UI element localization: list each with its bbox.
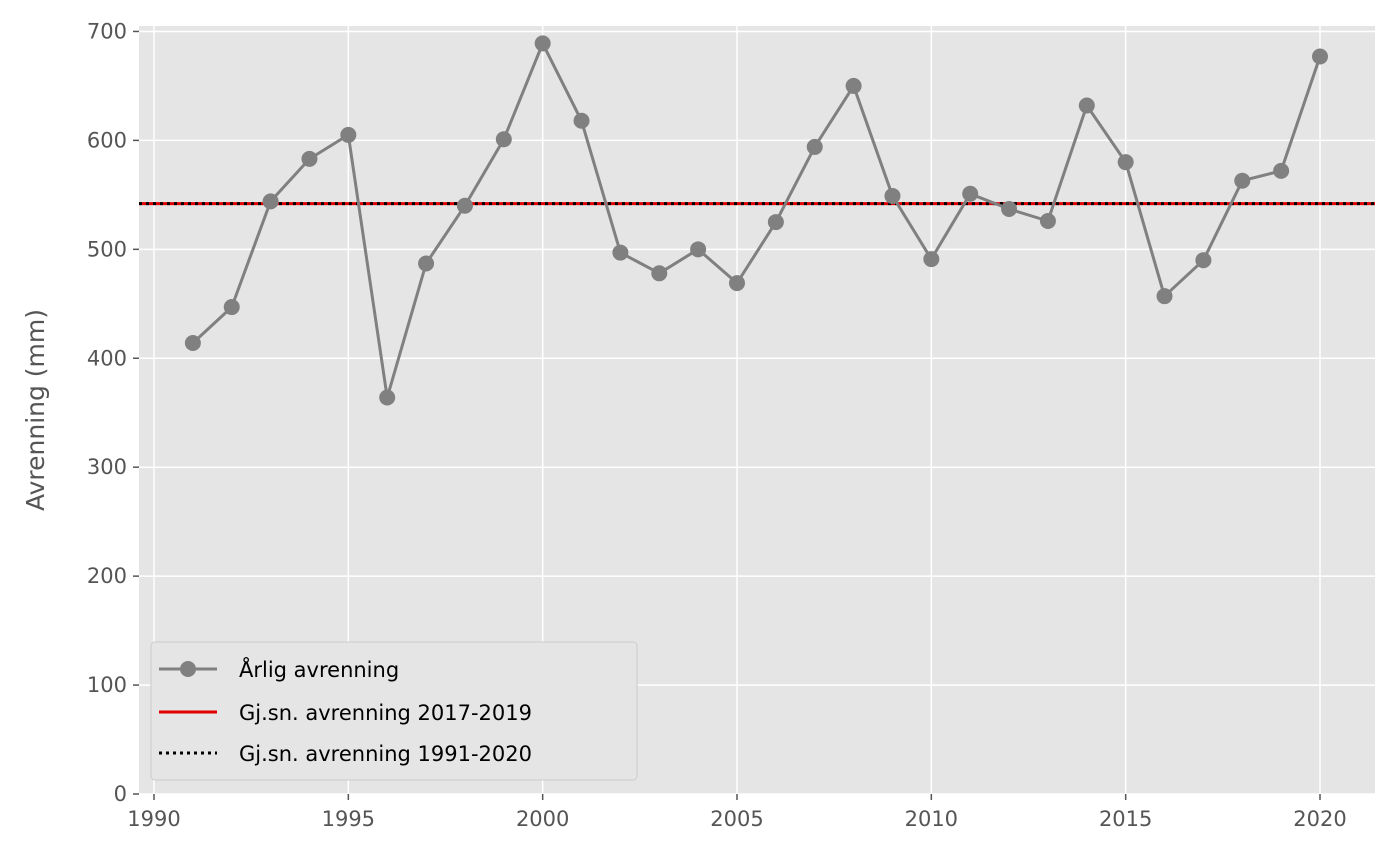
x-tick-label: 2020: [1293, 807, 1346, 831]
x-tick-label: 1990: [127, 807, 180, 831]
annual-runoff-point: [456, 197, 473, 214]
x-tick-label: 1995: [322, 807, 375, 831]
annual-runoff-point: [806, 138, 823, 155]
annual-runoff-point: [379, 389, 396, 406]
annual-runoff-point: [651, 265, 668, 282]
legend-label-avg-1991-2020: Gj.sn. avrenning 1991-2020: [239, 742, 532, 766]
tick-layer: 0 100 200 300 400 500 600 700 1990 1995 2000 2005 20…: [87, 19, 1347, 831]
annual-runoff-point: [1195, 252, 1212, 269]
x-tick-label: 2005: [710, 807, 763, 831]
annual-runoff-point: [962, 185, 979, 202]
annual-runoff-point: [262, 193, 279, 210]
annual-runoff-point: [923, 251, 940, 268]
y-tick-label: 500: [87, 237, 127, 261]
annual-runoff-point: [1117, 154, 1134, 171]
annual-runoff-point: [690, 241, 707, 258]
annual-runoff-point: [495, 131, 512, 148]
annual-runoff-point: [418, 255, 435, 272]
y-tick-label: 100: [87, 673, 127, 697]
x-tick-label: 2010: [905, 807, 958, 831]
annual-runoff-point: [184, 335, 201, 352]
annual-runoff-point: [767, 214, 784, 231]
annual-runoff-point: [534, 35, 551, 52]
legend: Årlig avrenning Gj.sn. avrenning 2017-20…: [150, 641, 638, 781]
annual-runoff-point: [1312, 48, 1328, 65]
annual-runoff-point: [845, 77, 862, 94]
y-axis-label: Avrenning (mm): [21, 309, 50, 511]
y-tick-label: 200: [87, 564, 127, 588]
x-tick-label: 2000: [516, 807, 569, 831]
legend-label-avg-2017-2019: Gj.sn. avrenning 2017-2019: [239, 701, 532, 725]
legend-label-annual: Årlig avrenning: [239, 656, 399, 682]
annual-runoff-point: [1001, 201, 1018, 218]
series-layer: [184, 35, 1328, 406]
annual-runoff-point: [612, 244, 629, 261]
y-tick-label: 400: [87, 346, 127, 370]
legend-swatch-annual-marker: [180, 661, 196, 677]
legend-box: [150, 641, 638, 781]
y-tick-label: 600: [87, 128, 127, 152]
annual-runoff-point: [1234, 172, 1251, 189]
y-tick-label: 700: [87, 19, 127, 43]
annual-runoff-point: [1078, 97, 1095, 114]
annual-runoff-point: [573, 112, 590, 129]
annual-runoff-line: [191, 41, 1322, 399]
y-tick-label: 300: [87, 455, 127, 479]
annual-runoff-point: [729, 275, 745, 292]
annual-runoff-point: [884, 187, 901, 204]
y-tick-label: 0: [114, 782, 127, 806]
annual-runoff-point: [340, 126, 357, 143]
annual-runoff-point: [223, 299, 240, 316]
annual-runoff-point: [1039, 212, 1056, 229]
annual-runoff-point: [1273, 162, 1290, 179]
annual-runoff-point: [301, 150, 318, 167]
annual-runoff-point: [1156, 288, 1173, 305]
x-tick-label: 2015: [1099, 807, 1152, 831]
